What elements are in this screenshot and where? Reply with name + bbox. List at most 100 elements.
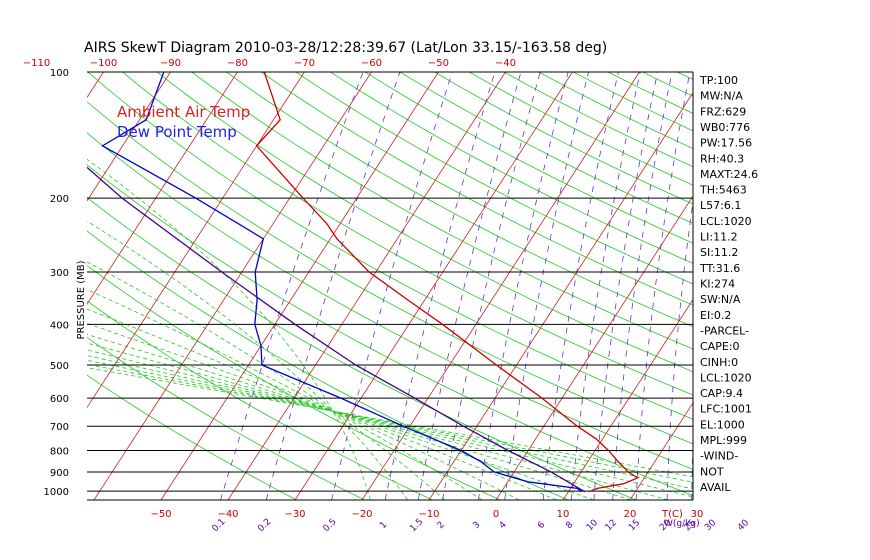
bottom-tick-20: 20 bbox=[624, 509, 637, 520]
moist-adiabat-line bbox=[87, 367, 693, 478]
pressure-tick-800: 800 bbox=[50, 447, 69, 458]
bottom-tick-30: 30 bbox=[691, 509, 704, 520]
top-tick--40: −40 bbox=[495, 58, 516, 69]
mixing-ratio-line bbox=[265, 72, 401, 500]
index-item: TP:100 bbox=[699, 74, 738, 87]
mix-label-4: 4 bbox=[498, 520, 509, 531]
dry-adiabat-line bbox=[87, 132, 693, 470]
isotherm-line bbox=[160, 72, 439, 500]
dry-adiabat-line bbox=[87, 197, 637, 500]
top-tick--110: −110 bbox=[23, 58, 50, 69]
index-item: CAPE:0 bbox=[700, 340, 740, 353]
index-item: MW:N/A bbox=[700, 90, 743, 103]
top-tick--70: −70 bbox=[294, 58, 315, 69]
pressure-tick-300: 300 bbox=[50, 268, 69, 279]
mixing-ratio-line bbox=[442, 72, 541, 500]
x-axis-mix-label: W(g/kg) bbox=[664, 519, 700, 529]
series-ambient-air-temp-line bbox=[255, 72, 640, 493]
index-item: LCL:1020 bbox=[700, 371, 752, 384]
moist-adiabat-line bbox=[87, 334, 594, 500]
mixing-ratio-line bbox=[593, 72, 658, 500]
mix-label-6: 6 bbox=[536, 520, 547, 531]
bottom-tick--10: −10 bbox=[418, 509, 439, 520]
isotherm-line bbox=[87, 72, 238, 305]
top-temp-tick-labels: −120−110−100−90−80−70−60−50−40 bbox=[23, 58, 516, 69]
mix-label-2: 2 bbox=[436, 520, 447, 531]
bottom-temp-tick-labels: −50 −40 −30 −20 −10 0 10 20 30 bbox=[150, 509, 703, 520]
legend-dewpoint: Dew Point Temp bbox=[117, 123, 237, 141]
dry-adiabat-line bbox=[87, 264, 501, 500]
bottom-tick--50: −50 bbox=[150, 509, 171, 520]
dry-adiabat-line bbox=[87, 336, 365, 500]
index-item: WB0:776 bbox=[700, 121, 750, 134]
sounding-profiles bbox=[87, 72, 640, 493]
index-item: MPL:999 bbox=[700, 434, 747, 447]
dry-adiabat-line bbox=[122, 72, 693, 396]
index-item: EI:0.2 bbox=[700, 309, 731, 322]
index-item: TH:5463 bbox=[699, 184, 747, 197]
index-item: LFC:1001 bbox=[700, 403, 752, 416]
bottom-tick--30: −30 bbox=[284, 509, 305, 520]
index-item: L57:6.1 bbox=[700, 199, 741, 212]
mixing-ratio-line bbox=[570, 72, 641, 500]
y-axis-label: PRESSURE (MB) bbox=[76, 260, 87, 339]
top-tick--90: −90 bbox=[160, 58, 181, 69]
isotherm-line bbox=[629, 402, 693, 500]
index-item: SI:11.2 bbox=[700, 246, 738, 259]
top-tick--50: −50 bbox=[428, 58, 449, 69]
isotherm-line bbox=[495, 195, 693, 500]
index-item: FRZ:629 bbox=[700, 105, 746, 118]
series-parcel-line bbox=[87, 166, 586, 493]
index-item: PW:17.56 bbox=[700, 137, 752, 150]
index-item: RH:40.3 bbox=[700, 152, 744, 165]
mixing-ratio-line bbox=[504, 72, 589, 500]
dry-adiabat-line bbox=[226, 72, 693, 328]
index-item: LCL:1020 bbox=[700, 215, 752, 228]
pressure-tick-labels: 100 200 300 400 500 600 700 800 900 1000 bbox=[44, 68, 69, 498]
mixing-ratio-line bbox=[220, 72, 364, 500]
mix-label-1: 1 bbox=[378, 520, 389, 531]
bottom-tick--20: −20 bbox=[351, 509, 372, 520]
bottom-tick--40: −40 bbox=[217, 509, 238, 520]
pressure-tick-200: 200 bbox=[50, 194, 69, 205]
index-item: CINH:0 bbox=[700, 356, 738, 369]
pressure-tick-900: 900 bbox=[50, 468, 69, 479]
dry-adiabat-line bbox=[87, 164, 693, 497]
isotherm-line bbox=[294, 72, 573, 500]
moist-adiabat-line bbox=[87, 158, 371, 500]
bottom-tick-10: 10 bbox=[557, 509, 570, 520]
indices-panel: TP:100 MW:N/A FRZ:629 WB0:776 PW:17.56 RH:40.… bbox=[699, 74, 758, 494]
pressure-tick-1000: 1000 bbox=[44, 487, 69, 498]
dry-adiabat-line bbox=[87, 230, 569, 500]
chart-title: AIRS SkewT Diagram 2010-03-28/12:28:39.6… bbox=[84, 40, 607, 56]
dry-adiabat-line bbox=[469, 72, 693, 186]
pressure-tick-600: 600 bbox=[50, 394, 69, 405]
x-axis-temp-label: T(C) bbox=[661, 509, 683, 520]
dry-adiabat-line bbox=[156, 72, 693, 373]
mixing-ratio-line bbox=[417, 72, 522, 500]
index-item: EL:1000 bbox=[700, 418, 745, 431]
index-item: AVAIL bbox=[700, 481, 731, 494]
dry-adiabat-line bbox=[260, 72, 693, 306]
isotherm-line bbox=[227, 72, 506, 500]
pressure-tick-700: 700 bbox=[50, 422, 69, 433]
dry-adiabat-line bbox=[87, 72, 693, 420]
legend-ambient: Ambient Air Temp bbox=[117, 103, 250, 121]
moist-adiabat-line bbox=[87, 323, 557, 500]
mixing-ratio-line bbox=[478, 72, 569, 500]
isotherm-line bbox=[87, 72, 171, 202]
index-item: -WIND- bbox=[700, 450, 738, 463]
pressure-tick-500: 500 bbox=[50, 361, 69, 372]
index-item: MAXT:24.6 bbox=[700, 168, 758, 181]
isotherm-line bbox=[93, 72, 372, 500]
index-item: LI:11.2 bbox=[700, 231, 738, 244]
moist-adiabat-line bbox=[87, 261, 446, 500]
dry-adiabat-line bbox=[538, 72, 693, 149]
dry-adiabat-line bbox=[191, 72, 693, 350]
mixing-ratio-line bbox=[542, 72, 619, 500]
index-item: SW:N/A bbox=[700, 293, 741, 306]
index-item: TT:31.6 bbox=[699, 262, 740, 275]
dry-adiabat-line bbox=[87, 300, 433, 500]
moist-adiabat-line bbox=[87, 308, 520, 500]
isotherm-line bbox=[562, 298, 693, 500]
